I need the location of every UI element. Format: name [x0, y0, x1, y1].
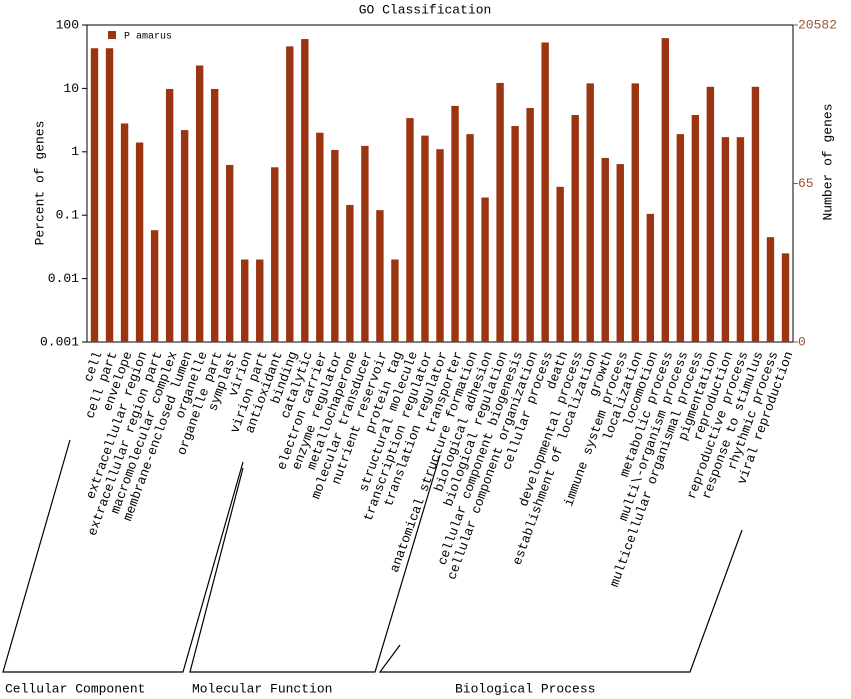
- bar: [180, 130, 189, 342]
- bar: [616, 164, 624, 342]
- group-label: Molecular Function: [192, 681, 332, 696]
- bar: [135, 142, 144, 342]
- bar: [676, 134, 685, 342]
- y2-tick-label: 0: [798, 334, 806, 349]
- bar: [721, 137, 730, 342]
- bar: [256, 259, 264, 342]
- bar: [781, 253, 790, 342]
- bar: [120, 123, 129, 342]
- bar: [751, 86, 760, 342]
- bar: [766, 237, 775, 342]
- bar: [631, 83, 639, 342]
- bar: [226, 164, 234, 342]
- y-tick-label: 0.01: [48, 271, 79, 286]
- y2-axis-title: Number of genes: [820, 103, 835, 220]
- bar: [286, 46, 294, 342]
- bar: [646, 213, 654, 342]
- bar: [150, 230, 159, 342]
- y2-tick-label: 20582: [798, 17, 837, 32]
- y-tick-label: 10: [63, 81, 79, 96]
- bar: [195, 65, 204, 342]
- bar: [586, 83, 594, 342]
- bar: [541, 42, 549, 343]
- bar: [661, 38, 670, 343]
- bar: [316, 132, 324, 342]
- bar: [105, 48, 114, 342]
- bar: [496, 82, 504, 342]
- y-tick-label: 1: [71, 144, 79, 159]
- bar: [466, 134, 474, 342]
- group-bracket: [2, 439, 244, 673]
- bar: [736, 137, 745, 342]
- legend-label: P amarus: [124, 32, 172, 43]
- bar: [451, 105, 459, 342]
- bar: [436, 149, 444, 342]
- bar: [421, 135, 429, 342]
- group-label: Biological Process: [455, 681, 595, 696]
- y-tick-label: 0.001: [40, 334, 79, 349]
- bar: [526, 108, 534, 342]
- bar: [210, 88, 219, 342]
- chart-title: GO Classification: [359, 2, 492, 17]
- legend-swatch: [108, 31, 116, 39]
- bar: [271, 167, 279, 342]
- bar: [346, 204, 354, 342]
- group-bracket: [189, 454, 441, 673]
- bar: [706, 86, 715, 342]
- bar: [241, 259, 249, 342]
- y2-tick-label: 65: [798, 176, 814, 191]
- bar: [90, 48, 99, 342]
- bar: [391, 259, 399, 342]
- y-tick-label: 0.1: [56, 208, 80, 223]
- y-tick-label: 100: [56, 17, 79, 32]
- bar: [406, 118, 414, 342]
- bar: [331, 149, 339, 342]
- group-label: Cellular Component: [5, 681, 145, 696]
- y-axis-title: Percent of genes: [32, 121, 47, 246]
- bar: [481, 197, 489, 342]
- bar: [691, 115, 700, 342]
- bar: [601, 157, 609, 342]
- bar: [361, 145, 369, 342]
- bar: [556, 186, 564, 342]
- bar: [165, 88, 174, 342]
- bar: [376, 210, 384, 342]
- group-bracket: [378, 529, 743, 673]
- bar: [571, 115, 579, 342]
- bar: [511, 126, 519, 342]
- bar: [301, 39, 309, 342]
